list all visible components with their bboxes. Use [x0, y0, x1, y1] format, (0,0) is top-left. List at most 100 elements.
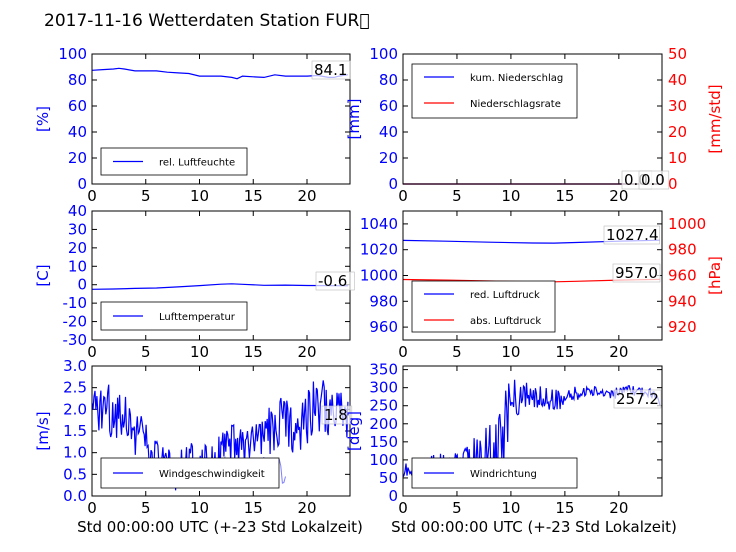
x-axis-label-left: Std 00:00:00 UTC (+-23 Std Lokalzeit)	[77, 518, 363, 536]
y-tick-label-right: 1000	[668, 215, 706, 233]
plot-frame	[402, 210, 663, 341]
chart-panel-3: 0 5 10 15 20-30-20-10010203040[C]Lufttempera…	[34, 202, 355, 361]
plot-frame	[402, 53, 663, 185]
y-tick-label: 1000	[360, 267, 398, 285]
x-tick-label: 0	[87, 499, 97, 517]
y-tick-label: 20	[68, 239, 87, 257]
y-tick-label: 0.0	[63, 487, 87, 505]
x-tick-label: 20	[297, 187, 316, 205]
x-tick-label: 0	[398, 343, 408, 361]
value-annotation: 1.8	[324, 406, 348, 424]
y-tick-label-right: 0	[668, 175, 678, 193]
legend: red. Luftdruck abs. Luftdruck	[411, 280, 556, 333]
y-axis-label-right: [mm/std]	[706, 84, 724, 153]
y-axis-label-right: [hPa]	[706, 256, 724, 295]
y-tick-label: -30	[63, 331, 88, 349]
y-tick-label: 100	[58, 45, 87, 63]
y-tick-label: 20	[68, 149, 87, 167]
annotation-box	[603, 225, 660, 245]
x-tick-label: 10	[190, 187, 209, 205]
legend-label: Lufttemperatur	[159, 312, 236, 323]
series-line	[91, 67, 348, 80]
x-tick-label: 20	[609, 499, 628, 517]
y-tick-label: 80	[68, 71, 87, 89]
legend: rel. Luftfeuchte	[100, 147, 248, 176]
legend-label: kum. Niederschlag	[470, 73, 563, 84]
y-tick-label: 1.5	[63, 422, 87, 440]
y-tick-label: 960	[369, 318, 398, 336]
chart-panel-4: 0 5 10 15 20 960 980 1000 1020 1040 920 940 960 980 10…	[360, 210, 724, 361]
legend: kum. Niederschlag Niederschlagsrate	[411, 63, 578, 119]
x-tick-label: 10	[501, 499, 520, 517]
legend-label: Windgeschwindigkeit	[159, 469, 265, 480]
x-tick-label: 0	[87, 187, 97, 205]
y-tick-label: 0	[388, 175, 398, 193]
annotation-box	[612, 263, 661, 283]
plot-frame	[91, 365, 351, 497]
legend: Lufttemperatur	[100, 301, 248, 331]
x-tick-label: 20	[297, 499, 316, 517]
y-tick-label: 300	[369, 379, 398, 397]
y-tick-label-right: 20	[668, 123, 687, 141]
x-tick-label: 0	[398, 499, 408, 517]
x-tick-label: 20	[297, 343, 316, 361]
x-tick-label: 5	[452, 499, 462, 517]
x-tick-label: 5	[141, 499, 151, 517]
y-tick-label: 50	[379, 469, 398, 487]
x-tick-label: 5	[141, 187, 151, 205]
y-tick-label: 3.0	[63, 357, 87, 375]
x-tick-label: 10	[501, 187, 520, 205]
y-tick-label-right: 50	[668, 45, 687, 63]
y-tick-label-right: 30	[668, 97, 687, 115]
chart-panel-5: 0 5 10 15 20 0.0 0.5 1.0 1.5 2.0 2.5 3.0 [m/s] Windge…	[34, 357, 353, 517]
x-tick-label: 15	[244, 187, 263, 205]
plot-frame	[91, 53, 351, 185]
y-tick-label: -20	[63, 313, 88, 331]
y-tick-label-right: 980	[668, 241, 697, 259]
chart-panel-6: 0 5 10 15 20050100150200250300350[deg]Windri…	[345, 361, 663, 517]
legend: Windrichtung	[411, 457, 578, 489]
x-tick-label: 15	[244, 499, 263, 517]
legend-label: rel. Luftfeuchte	[159, 158, 235, 169]
x-tick-label: 15	[555, 187, 574, 205]
y-tick-label: -10	[63, 294, 88, 312]
y-tick-label: 0	[77, 276, 87, 294]
annotation-box	[638, 170, 670, 190]
y-tick-label: 2.0	[63, 400, 87, 418]
y-tick-label-right: 40	[668, 71, 687, 89]
y-tick-label: 0.5	[63, 465, 87, 483]
x-tick-label: 10	[190, 343, 209, 361]
x-tick-label: 10	[190, 499, 209, 517]
y-tick-label: 980	[369, 292, 398, 310]
y-tick-label: 20	[379, 149, 398, 167]
value-annotation: 1027.4	[606, 226, 659, 244]
y-tick-label: 40	[68, 202, 87, 220]
value-annotation: 257.2	[616, 390, 659, 408]
y-tick-label-right: 920	[668, 318, 697, 336]
figure-title: 2017-11-16 Wetterdaten Station FUR 	[44, 11, 370, 31]
y-tick-label: 100	[369, 45, 398, 63]
legend-box	[411, 63, 578, 119]
y-tick-label: 150	[369, 433, 398, 451]
x-tick-label: 5	[452, 187, 462, 205]
y-tick-label: 10	[68, 257, 87, 275]
y-axis-label: [m/s]	[34, 411, 52, 450]
x-tick-label: 0	[87, 343, 97, 361]
value-annotation: 84.1	[314, 61, 347, 79]
x-tick-label: 15	[555, 343, 574, 361]
y-tick-label: 1040	[360, 215, 398, 233]
y-tick-label: 350	[369, 361, 398, 379]
y-tick-label: 60	[68, 97, 87, 115]
y-tick-label-right: 940	[668, 292, 697, 310]
y-axis-label: [C]	[34, 264, 52, 286]
y-tick-label: 0	[388, 487, 398, 505]
annotation-box	[315, 271, 355, 291]
x-tick-label: 15	[555, 499, 574, 517]
y-tick-label-right: 10	[668, 149, 687, 167]
y-tick-label: 0	[77, 175, 87, 193]
x-tick-label: 5	[141, 343, 151, 361]
series-line	[91, 283, 348, 290]
legend-label: Niederschlagsrate	[470, 99, 561, 110]
y-axis-label: [%]	[34, 106, 52, 132]
